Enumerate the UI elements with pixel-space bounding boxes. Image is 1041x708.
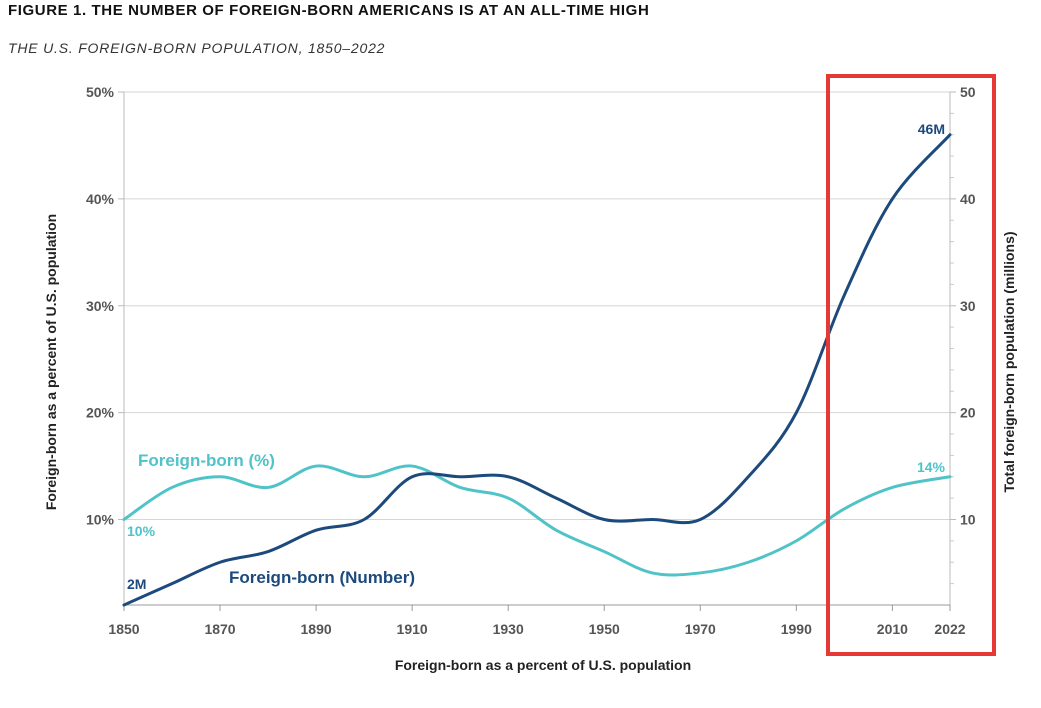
x-tick-label: 1990 (781, 621, 812, 637)
series-labels: Foreign-born (%) Foreign-born (Number) 10%… (127, 121, 946, 592)
data-label-percent-end: 14% (917, 459, 946, 475)
y-left-tick-label: 40% (86, 191, 115, 207)
x-tick-label: 2010 (877, 621, 908, 637)
y-right-tick-label: 30 (960, 298, 976, 314)
axes: 10% 20% 30% 40% 50% 10 20 30 40 50 1850 1870 1890 191… (86, 84, 976, 637)
figure-title: FIGURE 1. THE NUMBER OF FOREIGN-BORN AME… (8, 2, 650, 19)
x-tick-label: 1850 (108, 621, 139, 637)
y-axis-right-title: Total foreign-born population (millions) (1001, 231, 1017, 492)
x-tick-label: 1930 (493, 621, 524, 637)
x-tick-label: 1870 (204, 621, 235, 637)
highlight-box (826, 74, 996, 656)
y-left-tick-label: 10% (86, 512, 115, 528)
y-right-tick-label: 40 (960, 191, 976, 207)
y-right-tick-label: 50 (960, 84, 976, 100)
data-label-number-end: 46M (918, 121, 945, 137)
x-tick-label: 1950 (589, 621, 620, 637)
x-tick-label: 1910 (397, 621, 428, 637)
gridlines (124, 91, 950, 520)
x-tick-label: 1970 (685, 621, 716, 637)
y-left-tick-label: 30% (86, 298, 115, 314)
series-line-percent (122, 464, 952, 577)
data-label-percent-start: 10% (127, 523, 156, 539)
y-right-tick-label: 10 (960, 512, 976, 528)
x-tick-label: 2022 (934, 621, 965, 637)
x-tick-label: 1890 (301, 621, 332, 637)
x-axis-title: Foreign-born as a percent of U.S. popula… (395, 657, 691, 673)
y-axis-left-title: Foreign-born as a percent of U.S. popula… (43, 214, 59, 510)
data-label-number-start: 2M (127, 576, 146, 592)
y-right-tick-label: 20 (960, 405, 976, 421)
series-name-percent: Foreign-born (%) (138, 451, 275, 470)
figure-subtitle: THE U.S. FOREIGN-BORN POPULATION, 1850–2… (8, 40, 386, 56)
y-left-tick-label: 20% (86, 405, 115, 421)
y-left-tick-label: 50% (86, 84, 115, 100)
series-name-number: Foreign-born (Number) (229, 568, 415, 587)
